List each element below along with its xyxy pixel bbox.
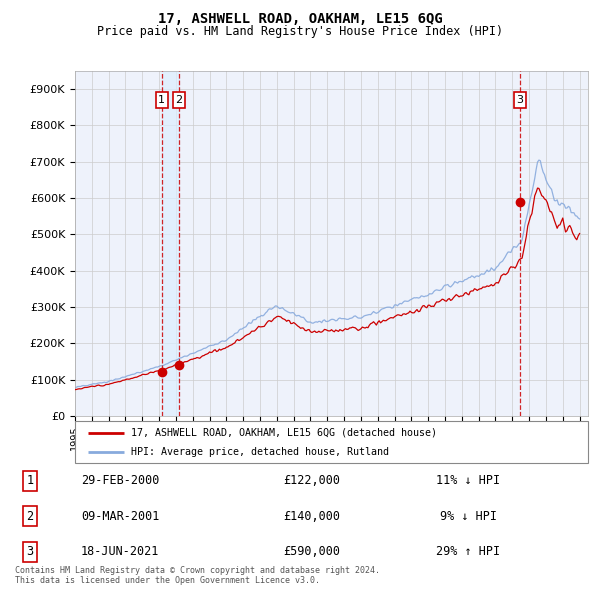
Text: 09-MAR-2001: 09-MAR-2001 [81,510,159,523]
Text: 1: 1 [26,474,34,487]
Text: 2: 2 [176,95,182,105]
Text: 17, ASHWELL ROAD, OAKHAM, LE15 6QG: 17, ASHWELL ROAD, OAKHAM, LE15 6QG [158,12,442,26]
Text: 9% ↓ HPI: 9% ↓ HPI [439,510,497,523]
Text: 3: 3 [26,545,34,558]
Text: 1: 1 [158,95,165,105]
Text: £590,000: £590,000 [284,545,341,558]
Text: HPI: Average price, detached house, Rutland: HPI: Average price, detached house, Rutl… [131,447,389,457]
Bar [162,71,179,416]
Text: Price paid vs. HM Land Registry's House Price Index (HPI): Price paid vs. HM Land Registry's House … [97,25,503,38]
Text: Contains HM Land Registry data © Crown copyright and database right 2024.
This d: Contains HM Land Registry data © Crown c… [15,566,380,585]
Text: 3: 3 [517,95,524,105]
Text: 2: 2 [26,510,34,523]
Text: 11% ↓ HPI: 11% ↓ HPI [436,474,500,487]
Text: 18-JUN-2021: 18-JUN-2021 [81,545,159,558]
Text: 29% ↑ HPI: 29% ↑ HPI [436,545,500,558]
Text: £122,000: £122,000 [284,474,341,487]
Text: 29-FEB-2000: 29-FEB-2000 [81,474,159,487]
Text: £140,000: £140,000 [284,510,341,523]
Text: 17, ASHWELL ROAD, OAKHAM, LE15 6QG (detached house): 17, ASHWELL ROAD, OAKHAM, LE15 6QG (deta… [131,428,437,438]
